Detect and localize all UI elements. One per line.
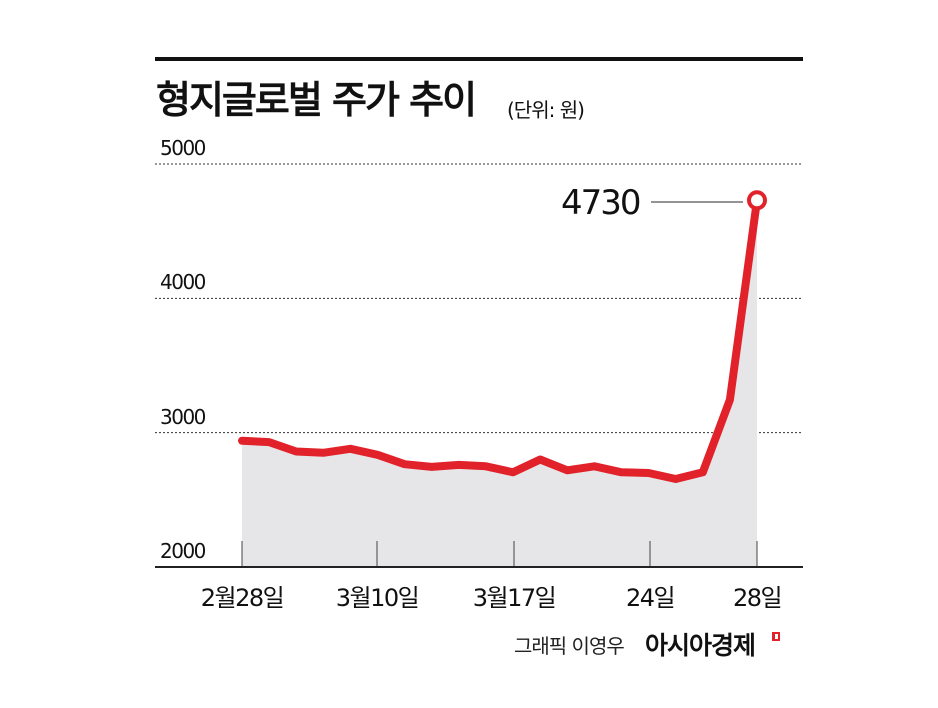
x-tick-label: 3월17일: [472, 584, 557, 612]
area-fill: [242, 200, 757, 568]
x-tick-label: 24일: [625, 584, 676, 612]
y-tick-4000: 4000: [160, 270, 206, 294]
x-ticks: [241, 541, 758, 567]
y-tick-3000: 3000: [160, 405, 206, 429]
chart-title: 형지글로벌 주가 추이: [156, 78, 477, 122]
callout-value: 4730: [561, 183, 642, 223]
brand-mark-icon: [772, 632, 780, 641]
y-tick-5000: 5000: [160, 136, 206, 160]
brand-logo-text: 아시아경제: [645, 631, 756, 660]
graphic-credit: 그래픽 이영우: [514, 634, 625, 658]
x-tick-label: 3월10일: [335, 584, 420, 612]
unit-label: (단위: 원): [507, 98, 585, 122]
x-tick-label: 28일: [732, 584, 783, 612]
top-rule: [155, 57, 803, 61]
price-line: [238, 196, 761, 483]
x-tick-label: 2월28일: [200, 584, 285, 612]
end-point-marker: [747, 190, 767, 211]
gridlines: [155, 163, 803, 434]
y-tick-2000: 2000: [160, 539, 206, 563]
